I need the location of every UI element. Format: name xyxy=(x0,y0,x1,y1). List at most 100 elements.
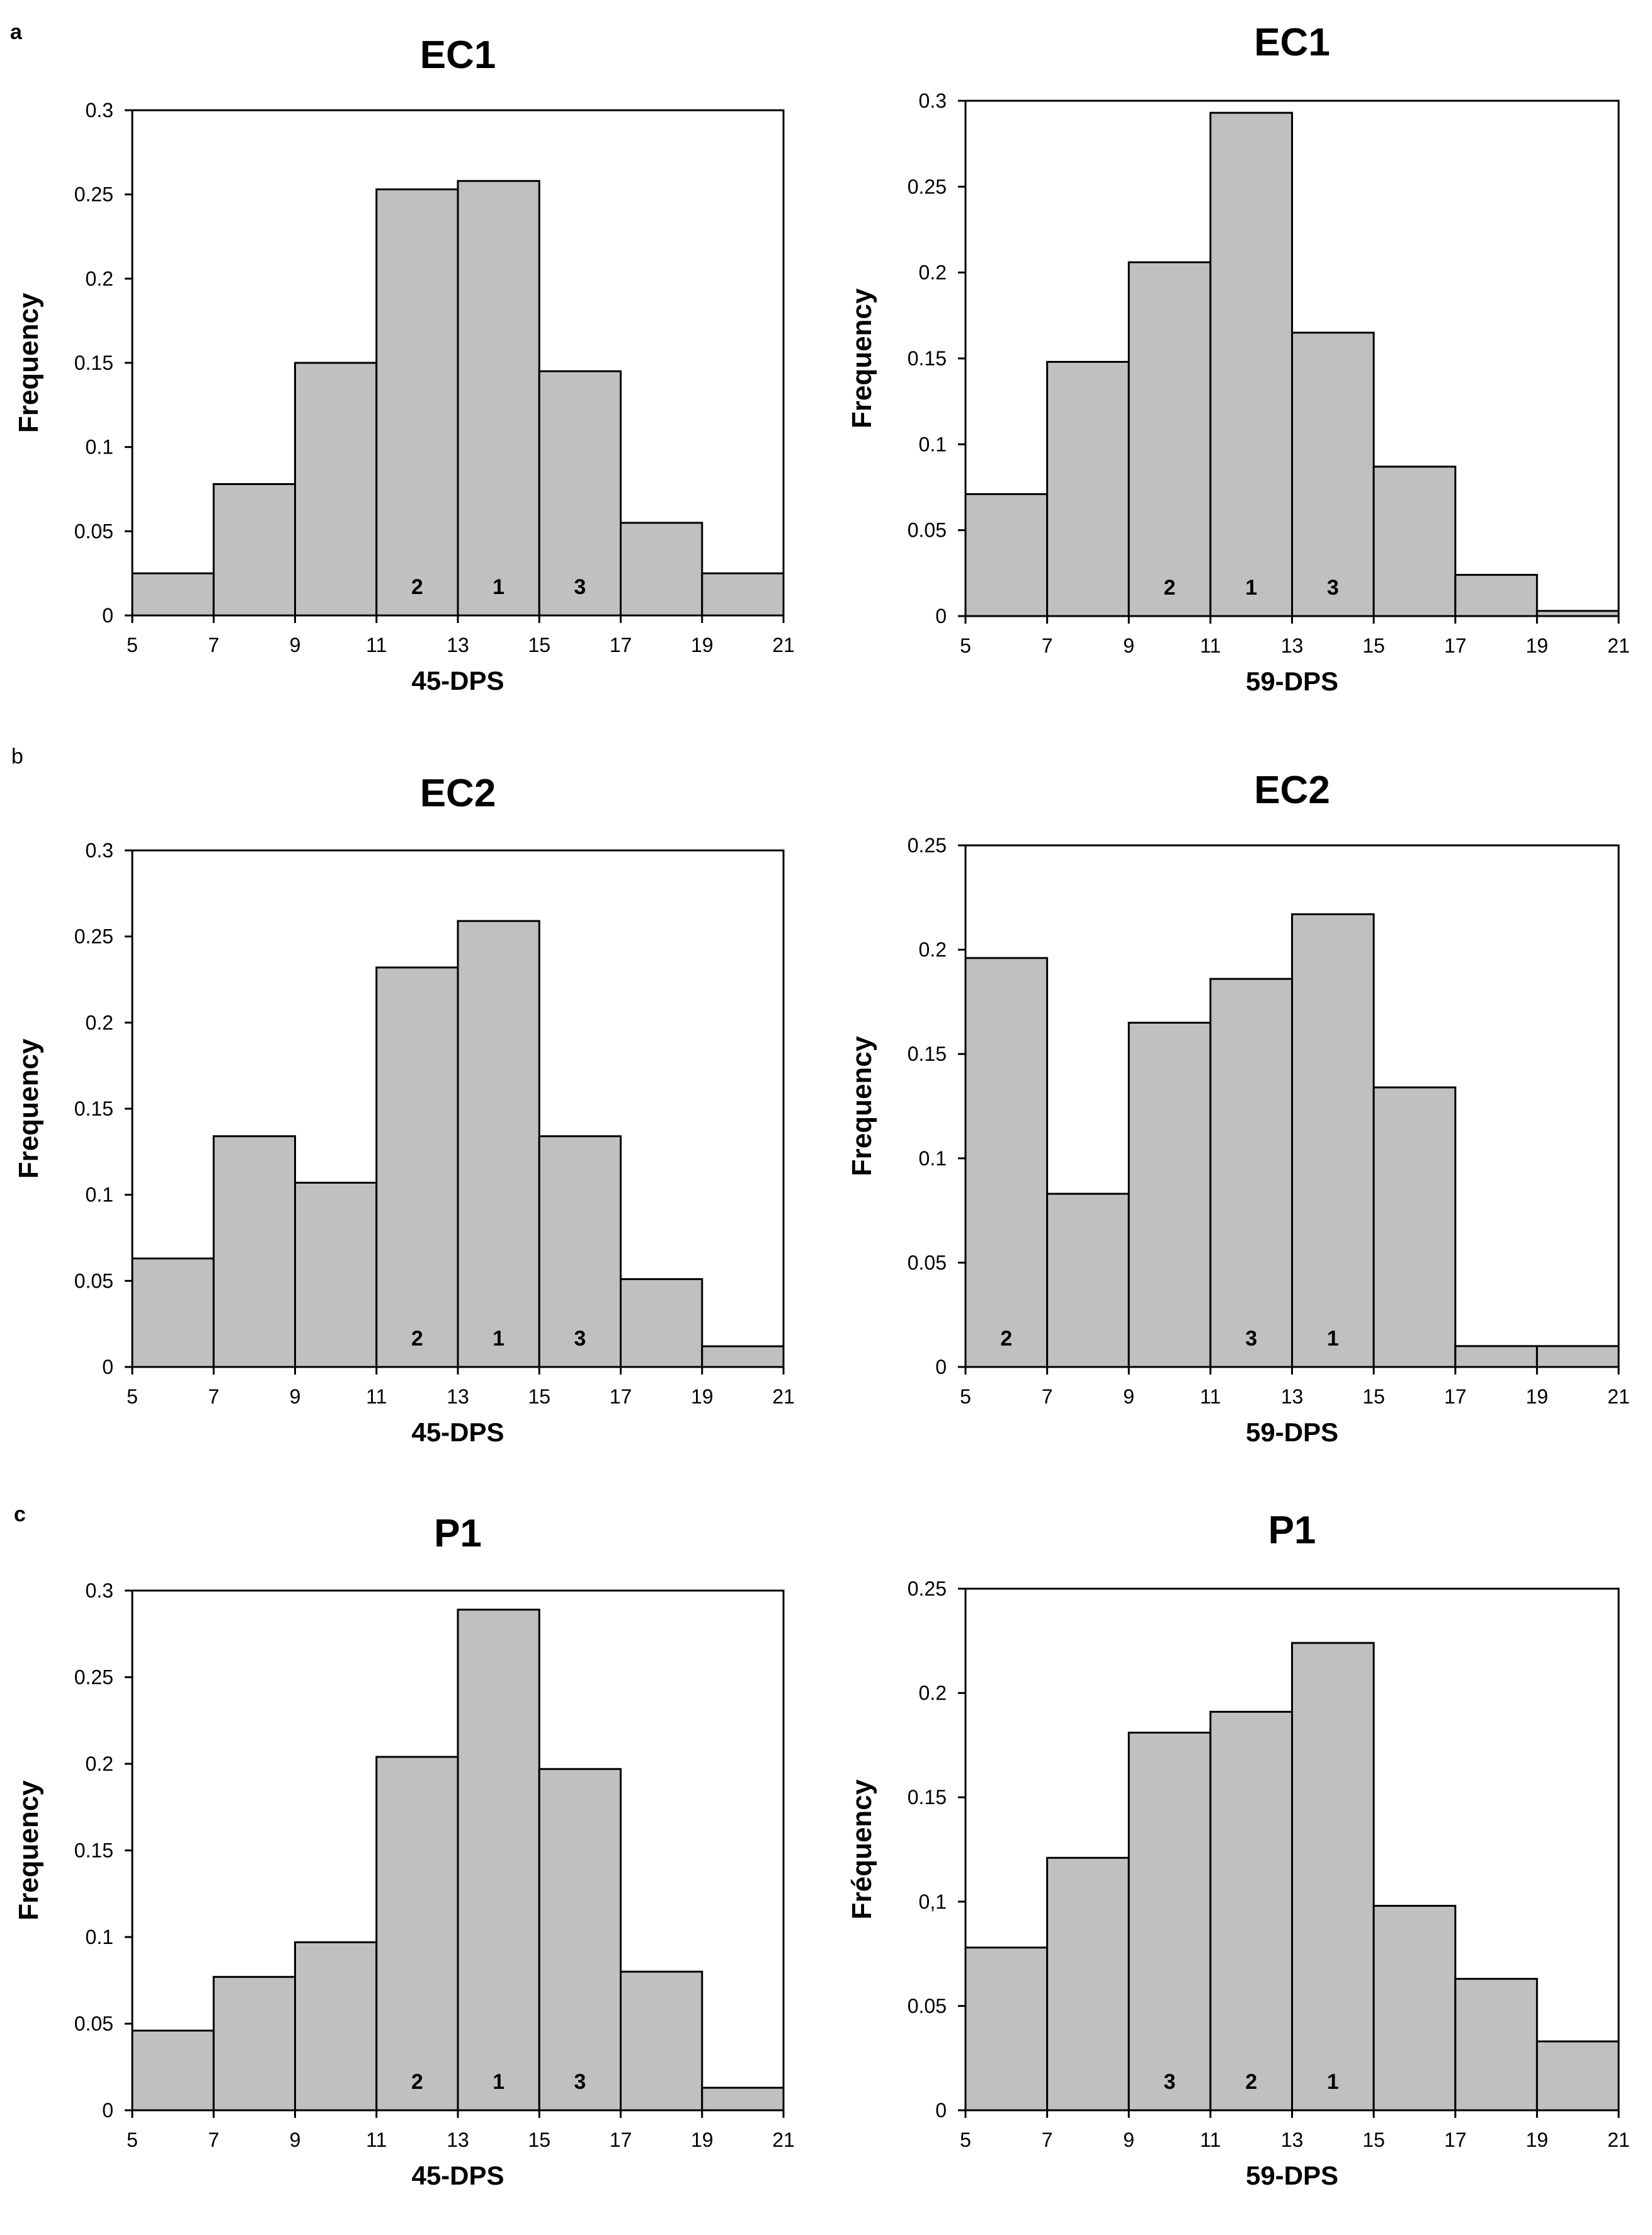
bar xyxy=(212,483,296,617)
x-tick-label: 5 xyxy=(127,634,138,656)
x-tick-label: 13 xyxy=(1281,634,1304,657)
x-tick-label: 21 xyxy=(772,634,795,656)
bar-label: 3 xyxy=(574,1327,586,1351)
y-tick-label: 0.05 xyxy=(74,2013,113,2035)
bar xyxy=(131,2030,215,2112)
bar-label: 3 xyxy=(574,2070,586,2094)
x-tick-label: 17 xyxy=(1444,2129,1467,2151)
x-tick-label: 7 xyxy=(1042,1385,1053,1408)
bar-label: 1 xyxy=(493,2070,504,2094)
x-tick-label: 9 xyxy=(1123,2129,1134,2151)
x-tick-label: 15 xyxy=(528,1385,550,1408)
panel-label-c: c xyxy=(14,1502,26,1526)
bar-label: 2 xyxy=(411,1327,423,1351)
y-tick-label: 0 xyxy=(102,2099,113,2122)
y-tick-label: 0.05 xyxy=(908,519,947,542)
bar xyxy=(1046,360,1130,617)
bar xyxy=(1372,1904,1457,2112)
x-tick-label: 15 xyxy=(1362,1385,1385,1408)
bar xyxy=(1046,1192,1130,1368)
bar-label: 3 xyxy=(1327,576,1339,600)
x-axis-label: 59-DPS xyxy=(1246,1417,1338,1447)
bar-label: 1 xyxy=(1327,1327,1339,1351)
x-tick-label: 7 xyxy=(1042,2129,1053,2151)
x-tick-label: 7 xyxy=(208,634,219,656)
chart-title: EC2 xyxy=(420,772,496,815)
bar xyxy=(701,2086,785,2112)
y-tick-label: 0.3 xyxy=(919,89,947,112)
bar-label: 1 xyxy=(493,1327,504,1351)
bar xyxy=(1535,610,1620,617)
x-tick-label: 17 xyxy=(610,1385,632,1408)
bar xyxy=(964,957,1049,1368)
bar xyxy=(375,188,459,617)
bar xyxy=(457,920,540,1368)
bar xyxy=(1127,261,1212,617)
y-tick-label: 0.2 xyxy=(919,261,947,284)
x-tick-label: 5 xyxy=(127,1385,138,1408)
bar xyxy=(1454,574,1538,617)
bar-label: 2 xyxy=(1245,2070,1257,2094)
x-tick-label: 19 xyxy=(691,634,714,656)
y-axis-label: Frequency xyxy=(13,1038,44,1179)
bar xyxy=(1535,2040,1620,2112)
x-tick-label: 9 xyxy=(290,1385,301,1408)
y-tick-label: 0.25 xyxy=(74,183,113,206)
x-tick-label: 21 xyxy=(772,1385,795,1408)
bar-label: 3 xyxy=(1164,2070,1176,2094)
y-axis-label: Frequency xyxy=(13,1780,44,1921)
y-axis-label: Frequency xyxy=(846,288,877,428)
bar-label: 2 xyxy=(1000,1327,1012,1351)
x-tick-label: 11 xyxy=(366,2129,387,2151)
x-axis-label: 45-DPS xyxy=(411,2161,504,2190)
x-tick-label: 13 xyxy=(447,1385,469,1408)
bar-label: 3 xyxy=(1245,1327,1257,1351)
y-tick-label: 0.05 xyxy=(74,1269,113,1292)
bar xyxy=(1372,1086,1457,1368)
y-tick-label: 0.15 xyxy=(74,1839,113,1862)
y-tick-label: 0.15 xyxy=(74,1097,113,1120)
chart-title: EC1 xyxy=(1254,21,1330,64)
chart-title: EC1 xyxy=(420,33,496,77)
bar xyxy=(538,370,622,617)
y-tick-label: 0.05 xyxy=(74,520,113,542)
y-tick-label: 0.2 xyxy=(86,267,113,290)
bar xyxy=(620,522,704,617)
bar-label: 2 xyxy=(411,575,423,599)
bar-label: 1 xyxy=(1245,576,1257,600)
y-tick-label: 0.25 xyxy=(74,925,113,948)
y-tick-label: 0.15 xyxy=(908,1043,947,1065)
y-tick-label: 0.2 xyxy=(86,1752,113,1775)
bar xyxy=(1454,1977,1538,2112)
bar-label: 1 xyxy=(1327,2070,1339,2094)
x-tick-label: 9 xyxy=(290,634,301,656)
bar xyxy=(212,1975,296,2112)
bar xyxy=(375,966,459,1368)
y-tick-label: 0.2 xyxy=(919,939,947,961)
x-tick-label: 21 xyxy=(1607,634,1630,657)
bar-label: 1 xyxy=(493,575,504,599)
y-tick-label: 0.3 xyxy=(86,839,113,862)
bar xyxy=(212,1135,296,1368)
bar xyxy=(701,572,785,617)
x-tick-label: 13 xyxy=(1281,2129,1304,2151)
y-tick-label: 0.3 xyxy=(86,1579,113,1602)
bar xyxy=(1127,1022,1212,1368)
bar xyxy=(964,1946,1049,2112)
bar xyxy=(294,1941,378,2112)
y-tick-label: 0.15 xyxy=(74,352,113,374)
chart-title: P1 xyxy=(434,1512,482,1555)
y-axis-label: Frequency xyxy=(846,1036,877,1176)
x-axis-label: 45-DPS xyxy=(411,666,504,695)
bar xyxy=(701,1345,785,1368)
x-tick-label: 7 xyxy=(208,2129,219,2151)
x-tick-label: 15 xyxy=(528,634,550,656)
chart-title: P1 xyxy=(1268,1509,1316,1552)
bar xyxy=(1291,913,1375,1368)
bar xyxy=(538,1135,622,1368)
y-tick-label: 0.1 xyxy=(86,1926,113,1948)
x-tick-label: 21 xyxy=(1607,2129,1630,2151)
